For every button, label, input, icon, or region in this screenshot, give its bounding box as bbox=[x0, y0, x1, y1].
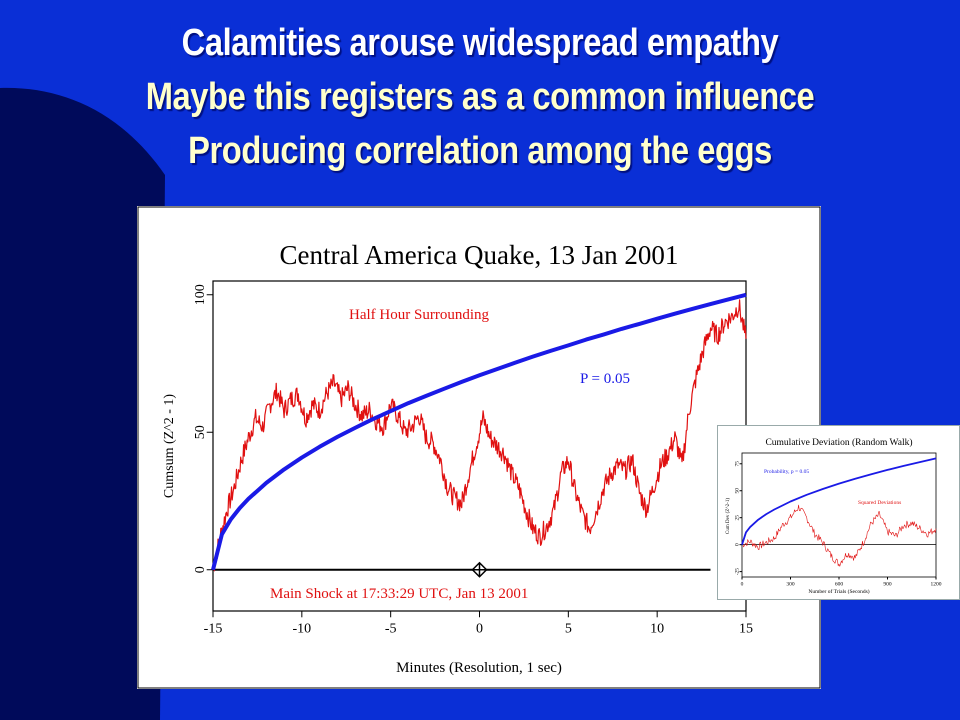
main-x-tick-label-4: 5 bbox=[565, 622, 572, 637]
main-x-axis-label: Minutes (Resolution, 1 sec) bbox=[396, 660, 562, 676]
inset-p-label: Probability, p = 0.05 bbox=[764, 469, 809, 475]
main-x-tick-label-6: 15 bbox=[739, 622, 753, 637]
slide-title-line-2: Maybe this registers as a common influen… bbox=[145, 76, 815, 118]
inset-chart-title: Cumulative Deviation (Random Walk) bbox=[765, 437, 912, 448]
inset-y-axis-label: Cum Dev (Z^2-1) bbox=[726, 498, 731, 534]
inset-y-tick-label-0: -25 bbox=[734, 568, 740, 576]
inset-y-tick-label-2: 25 bbox=[734, 515, 740, 521]
inset-x-tick-label-4: 1200 bbox=[931, 582, 942, 588]
main-y-tick-label-0: 0 bbox=[193, 566, 208, 573]
inset-chart-panel: Cumulative Deviation (Random Walk) 0 300 6… bbox=[717, 425, 960, 600]
main-y-tick-label-1: 50 bbox=[193, 425, 208, 439]
inset-y-tick-label-3: 50 bbox=[734, 488, 740, 494]
main-p-label: P = 0.05 bbox=[580, 371, 630, 387]
inset-y-tick-label-1: 0 bbox=[734, 543, 740, 546]
slide-title-line-1: Calamities arouse widespread empathy bbox=[181, 22, 779, 64]
inset-x-tick-label-2: 600 bbox=[835, 582, 844, 588]
main-x-tick-label-0: -15 bbox=[204, 622, 223, 637]
inset-x-tick-label-1: 300 bbox=[786, 582, 795, 588]
inset-chart: Cumulative Deviation (Random Walk) 0 300 6… bbox=[726, 437, 942, 595]
main-y-axis-label: Cumsum (Z^2 - 1) bbox=[162, 394, 177, 499]
inset-series-line-0 bbox=[741, 504, 937, 567]
main-event-label: Main Shock at 17:33:29 UTC, Jan 13 2001 bbox=[270, 586, 528, 602]
main-event-marker bbox=[471, 561, 488, 578]
inset-series-line-1 bbox=[741, 457, 937, 545]
main-x-tick-label-5: 10 bbox=[650, 622, 664, 637]
main-chart-panel: Central America Quake, 13 Jan 2001 -15 -1… bbox=[137, 206, 821, 689]
main-x-tick-label-3: 0 bbox=[476, 622, 483, 637]
slide-title-line-3: Producing correlation among the eggs bbox=[188, 130, 772, 172]
main-series-label: Half Hour Surrounding bbox=[349, 307, 489, 323]
main-x-tick-label-2: -5 bbox=[385, 622, 397, 637]
main-series-line-1 bbox=[211, 292, 747, 571]
main-x-tick-label-1: -10 bbox=[292, 622, 311, 637]
inset-x-tick-label-3: 900 bbox=[883, 582, 892, 588]
main-y-tick-label-2: 100 bbox=[193, 284, 208, 305]
inset-x-axis-label: Number of Trials (Seconds) bbox=[808, 588, 869, 595]
main-series-line-0 bbox=[212, 299, 747, 572]
main-chart-title: Central America Quake, 13 Jan 2001 bbox=[280, 240, 679, 270]
inset-x-tick-label-0: 0 bbox=[741, 582, 744, 588]
inset-series-label: Squared Deviations bbox=[858, 500, 901, 506]
inset-y-tick-label-4: 75 bbox=[734, 461, 740, 467]
